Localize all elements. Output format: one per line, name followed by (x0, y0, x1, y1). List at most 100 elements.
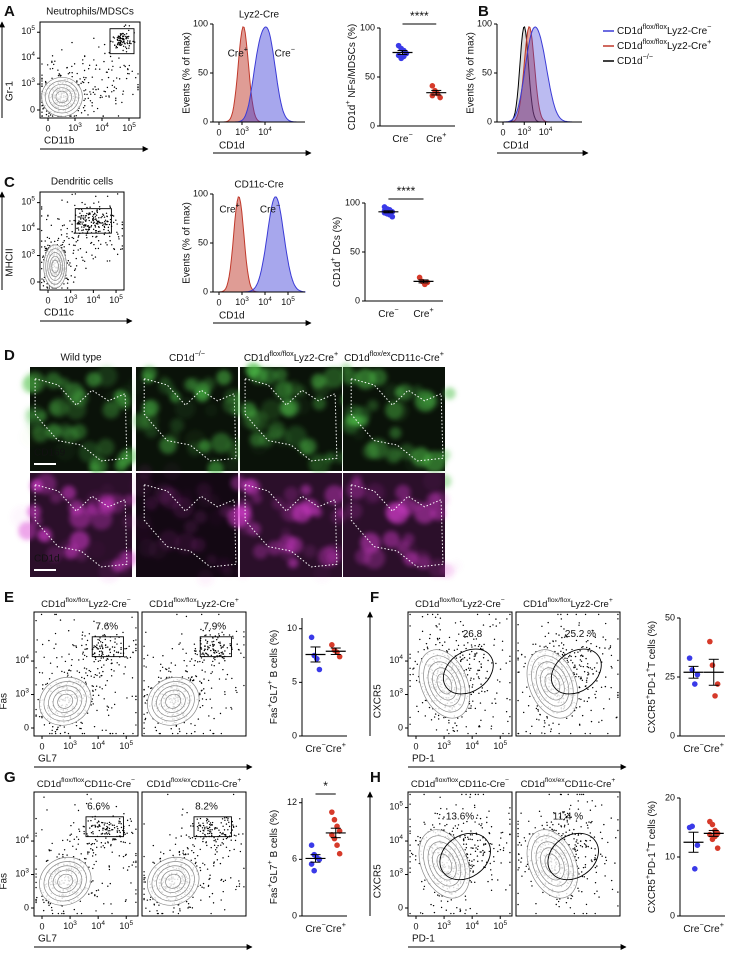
event-dot (235, 689, 237, 692)
text-part: Cre (305, 744, 322, 755)
event-dot (224, 650, 226, 652)
event-dot (210, 832, 213, 835)
event-dot (580, 677, 582, 680)
x-axis-label: CD1d (219, 141, 245, 152)
event-dot (192, 825, 194, 827)
signal (207, 460, 224, 477)
event-dot (610, 654, 613, 657)
event-dot (71, 75, 73, 78)
event-dot (573, 672, 575, 674)
event-dot (194, 660, 196, 662)
event-dot (103, 847, 106, 849)
event-dot (105, 212, 108, 214)
event-dot (44, 246, 46, 248)
event-dot (206, 640, 209, 643)
event-dot (566, 613, 569, 616)
event-dot (175, 837, 177, 839)
text-part: 5 (31, 195, 35, 202)
x-tick-label: 105 (493, 740, 507, 752)
event-dot (104, 220, 106, 223)
signal (162, 462, 181, 481)
event-dot (73, 619, 75, 621)
y-axis-label: CD1d+ DCs (%) (328, 217, 343, 287)
y-tick-label: 50 (350, 246, 360, 256)
event-dot (165, 668, 168, 671)
event-dot (90, 825, 93, 827)
event-dot (187, 907, 189, 909)
event-dot (414, 660, 416, 663)
event-dot (433, 891, 436, 894)
event-dot (41, 80, 43, 82)
event-dot (41, 77, 43, 80)
event-dot (243, 636, 245, 638)
event-dot (152, 844, 155, 847)
event-dot (199, 706, 201, 709)
event-dot (116, 662, 118, 664)
event-dot (549, 642, 551, 645)
event-dot (121, 248, 124, 250)
y-tick-label: 104 (15, 654, 29, 666)
event-dot (203, 653, 205, 656)
signal (11, 506, 33, 528)
event-dot (580, 655, 582, 657)
event-dot (543, 646, 545, 648)
x-tick-label: 104 (91, 920, 105, 932)
event-dot (70, 664, 73, 667)
text-part: CXCR5 (647, 699, 658, 733)
event-dot (98, 68, 101, 70)
y-tick-label: 103 (15, 687, 29, 699)
event-dot (239, 818, 241, 820)
event-dot (604, 647, 606, 649)
event-dot (466, 659, 468, 661)
event-dot (218, 652, 221, 655)
event-dot (86, 655, 88, 658)
event-dot (91, 235, 94, 238)
event-dot (480, 663, 482, 665)
event-dot (122, 93, 124, 95)
signal (133, 412, 150, 429)
signal (58, 423, 73, 438)
text-part: flox/flox (173, 597, 197, 604)
event-dot (517, 671, 519, 674)
text-part: − (291, 44, 295, 53)
event-dot (89, 827, 91, 829)
event-dot (56, 666, 59, 668)
event-dot (96, 674, 98, 677)
event-dot (66, 839, 69, 841)
event-dot (180, 835, 182, 837)
event-dot (146, 899, 149, 901)
event-dot (93, 661, 95, 663)
event-dot (86, 237, 88, 239)
text-part: Cre (413, 309, 430, 320)
event-dot (95, 195, 97, 198)
event-dot (97, 694, 100, 697)
event-dot (84, 648, 86, 651)
gate (109, 28, 135, 55)
y-tick-label: 50 (198, 67, 208, 77)
event-dot (509, 818, 511, 821)
event-dot (153, 862, 156, 864)
event-dot (90, 819, 92, 822)
event-dot (547, 632, 550, 634)
event-dot (129, 656, 132, 659)
event-dot (79, 216, 81, 218)
event-dot (44, 247, 47, 250)
event-dot (433, 716, 436, 718)
text-part: 10 (517, 127, 527, 137)
event-dot (115, 97, 117, 99)
signal (45, 372, 62, 389)
event-dot (122, 45, 125, 47)
event-dot (35, 881, 37, 884)
event-dot (92, 215, 94, 218)
event-dot (96, 846, 98, 849)
event-dot (128, 47, 130, 49)
event-dot (590, 720, 593, 723)
event-dot (62, 853, 64, 856)
event-dot (49, 903, 52, 905)
event-dot (243, 656, 245, 659)
text-part: Cre (260, 204, 277, 215)
event-dot (80, 208, 83, 211)
gate (74, 208, 112, 234)
event-dot (85, 77, 87, 79)
event-dot (77, 227, 79, 229)
